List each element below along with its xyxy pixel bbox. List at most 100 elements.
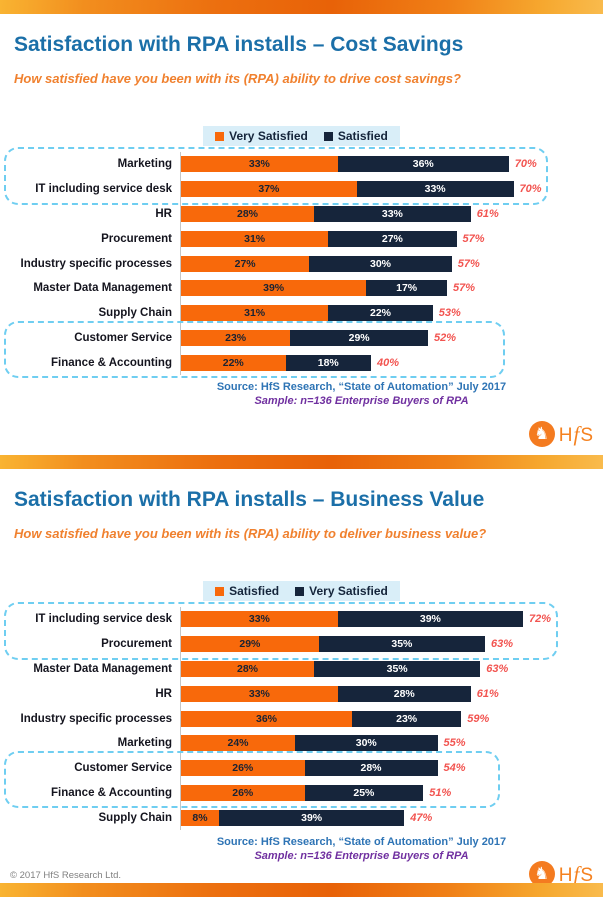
bar-segment-satisfied: 28%: [181, 660, 314, 677]
bar-segment-satisfied: 27%: [328, 230, 457, 247]
chart-legend: Satisfied Very Satisfied: [203, 581, 400, 601]
category-label: Finance & Accounting: [51, 356, 172, 369]
bar-segment-very-satisfied: 23%: [181, 329, 291, 346]
logo-letter: f: [573, 421, 580, 446]
bar-segment-very-satisfied: 31%: [181, 305, 329, 322]
source-line: Source: HfS Research, “State of Automati…: [216, 381, 507, 394]
bar-segment-satisfied: 33%: [314, 205, 471, 222]
bar-stack: 27% 30% 57%: [180, 251, 480, 276]
category-label: HR: [155, 687, 172, 700]
legend-label: Satisfied: [229, 584, 280, 598]
bar-segment-very-satisfied: 28%: [181, 205, 314, 222]
bar-stack: 33% 39% 72%: [180, 607, 551, 632]
logo-letter: f: [573, 861, 580, 886]
legend-item: Very Satisfied: [215, 129, 308, 143]
survey-question-subtitle: How satisfied have you been with its (RP…: [14, 71, 461, 86]
total-label: 63%: [491, 638, 514, 651]
bar-segment-very-satisfied: 31%: [181, 230, 329, 247]
chart-row: Finance & Accounting 22% 18% 40%: [10, 350, 603, 376]
hfs-horse-icon: ♞: [528, 861, 555, 887]
total-label: 72%: [529, 613, 552, 626]
logo-letter: S: [580, 424, 593, 446]
bar-segment-satisfied: 24%: [181, 735, 295, 752]
survey-question-subtitle: How satisfied have you been with its (RP…: [14, 526, 487, 541]
chart-row: Marketing 24% 30% 55%: [10, 730, 603, 756]
legend-swatch-orange-icon: [215, 131, 225, 141]
bar-segment-satisfied: 33%: [181, 685, 338, 702]
chart-row: HR 28% 33% 61%: [10, 201, 603, 227]
bar-stack: 26% 28% 54%: [180, 755, 466, 781]
bar-segment-very-satisfied: 25%: [304, 784, 424, 801]
bar-chart-business-value: IT including service desk 33% 39% 72% Procur…: [4, 602, 603, 831]
total-label: 47%: [410, 811, 433, 824]
total-label: 53%: [438, 307, 461, 320]
category-label: IT including service desk: [35, 613, 172, 626]
category-label: HR: [155, 207, 172, 220]
logo-letter: H: [558, 424, 573, 446]
category-label: Marketing: [117, 737, 172, 750]
bar-segment-very-satisfied: 23%: [352, 710, 462, 727]
bar-stack: 37% 33% 70%: [180, 176, 542, 202]
bar-stack: 23% 29% 52%: [180, 325, 457, 351]
chart-row: Marketing 33% 36% 70%: [10, 152, 603, 177]
bar-segment-very-satisfied: 27%: [181, 255, 310, 272]
legend-swatch-orange-icon: [215, 586, 225, 596]
total-label: 70%: [514, 158, 537, 171]
bar-stack: 36% 23% 59%: [180, 706, 489, 731]
category-label: Procurement: [101, 232, 172, 245]
section-banner-gradient: [0, 455, 603, 469]
category-label: Customer Service: [74, 762, 172, 775]
bar-segment-very-satisfied: 28%: [304, 760, 438, 777]
logo-letter: H: [558, 864, 573, 886]
chart-row: Procurement 29% 35% 63%: [10, 631, 603, 657]
bar-segment-satisfied: 26%: [181, 760, 305, 777]
bar-stack: 29% 35% 63%: [180, 631, 514, 657]
bar-segment-very-satisfied: 35%: [318, 636, 485, 653]
category-label: Supply Chain: [98, 307, 172, 320]
chart-row: Customer Service 26% 28% 54%: [10, 755, 603, 781]
bar-stack: 31% 22% 53%: [180, 300, 461, 326]
sample-line: Sample: n=136 Enterprise Buyers of RPA: [254, 850, 469, 863]
footer-banner-gradient: [0, 883, 603, 897]
chart-row: Finance & Accounting 26% 25% 51%: [10, 780, 603, 806]
total-label: 61%: [476, 207, 499, 220]
bar-segment-satisfied: 33%: [181, 611, 338, 628]
total-label: 57%: [462, 232, 485, 245]
chart-legend: Very Satisfied Satisfied: [203, 126, 400, 146]
bar-segment-very-satisfied: 39%: [337, 611, 523, 628]
total-label: 61%: [476, 687, 499, 700]
bar-segment-very-satisfied: 37%: [181, 181, 357, 198]
bar-stack: 24% 30% 55%: [180, 730, 466, 756]
total-label: 55%: [443, 737, 466, 750]
bar-segment-very-satisfied: 39%: [181, 280, 367, 297]
bar-segment-very-satisfied: 39%: [219, 809, 405, 826]
chart-row: Master Data Management 39% 17% 57%: [10, 275, 603, 301]
bar-segment-satisfied: 33%: [356, 181, 514, 198]
bar-stack: 33% 28% 61%: [180, 681, 499, 707]
bar-segment-very-satisfied: 33%: [181, 156, 338, 173]
bar-stack: 28% 33% 61%: [180, 201, 499, 227]
source-note: Source: HfS Research, “State of Automati…: [0, 380, 603, 408]
bar-segment-satisfied: 29%: [181, 636, 319, 653]
chart-row: IT including service desk 37% 33% 70%: [10, 176, 603, 202]
total-label: 52%: [434, 331, 457, 344]
legend-item: Very Satisfied: [295, 584, 388, 598]
bar-segment-satisfied: 26%: [181, 784, 305, 801]
legend-item: Satisfied: [215, 584, 279, 598]
bar-stack: 31% 27% 57%: [180, 226, 485, 252]
bar-segment-very-satisfied: 35%: [314, 660, 481, 677]
bar-segment-satisfied: 22%: [328, 305, 433, 322]
legend-label: Very Satisfied: [229, 129, 308, 143]
category-label: Marketing: [117, 158, 172, 171]
copyright-text: © 2017 HfS Research Ltd.: [10, 870, 122, 881]
bar-chart-cost-savings: Marketing 33% 36% 70% IT including service d…: [4, 147, 603, 379]
total-label: 54%: [443, 762, 466, 775]
logo-letter: S: [580, 864, 593, 886]
chart-row: Supply Chain 31% 22% 53%: [10, 300, 603, 326]
bar-stack: 26% 25% 51%: [180, 780, 451, 806]
total-label: 57%: [453, 282, 476, 295]
